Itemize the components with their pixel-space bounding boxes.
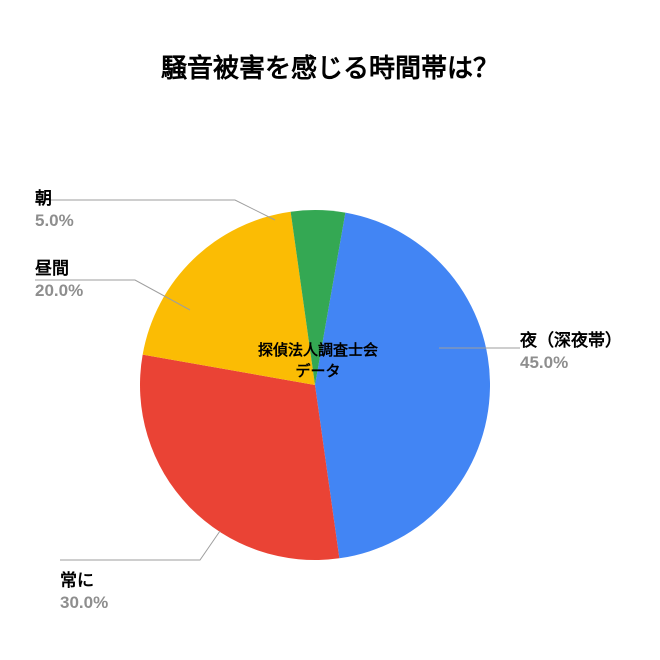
slice-label-name: 常に xyxy=(60,570,108,592)
slice-label: 常に30.0% xyxy=(60,570,108,614)
slice-label-percent: 20.0% xyxy=(35,280,83,302)
leader-line xyxy=(60,531,220,560)
slice-label-name: 昼間 xyxy=(35,258,83,280)
center-label-line1: 探偵法人調査士会 xyxy=(258,340,378,361)
center-label: 探偵法人調査士会 データ xyxy=(258,340,378,382)
slice-label-percent: 45.0% xyxy=(520,352,622,374)
slice-label: 夜（深夜帯）45.0% xyxy=(520,330,622,374)
pie-slice xyxy=(315,213,490,559)
slice-label-name: 朝 xyxy=(35,188,74,210)
center-label-line2: データ xyxy=(258,361,378,382)
pie-slice xyxy=(140,355,339,560)
slice-label: 朝5.0% xyxy=(35,188,74,232)
chart-container: 騒音被害を感じる時間帯は？ 探偵法人調査士会 データ 夜（深夜帯）45.0%常に… xyxy=(0,0,660,660)
slice-label-percent: 30.0% xyxy=(60,592,108,614)
slice-label-name: 夜（深夜帯） xyxy=(520,330,622,352)
slice-label: 昼間20.0% xyxy=(35,258,83,302)
slice-label-percent: 5.0% xyxy=(35,210,74,232)
